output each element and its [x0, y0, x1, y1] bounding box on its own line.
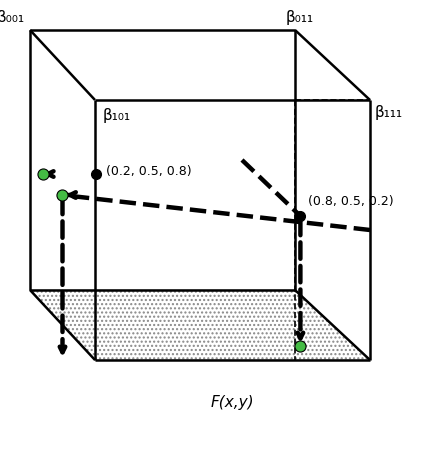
Polygon shape: [30, 290, 369, 360]
Text: F(x,y): F(x,y): [210, 395, 254, 410]
Text: β₁₀₁: β₁₀₁: [103, 108, 131, 123]
Text: (0.8, 0.5, 0.2): (0.8, 0.5, 0.2): [308, 195, 393, 208]
Text: β₀₁₁: β₀₁₁: [285, 10, 313, 25]
Text: β₀₀₁: β₀₀₁: [0, 10, 25, 25]
Text: (0.2, 0.5, 0.8): (0.2, 0.5, 0.8): [106, 166, 192, 178]
Text: β₁₁₁: β₁₁₁: [374, 105, 402, 120]
